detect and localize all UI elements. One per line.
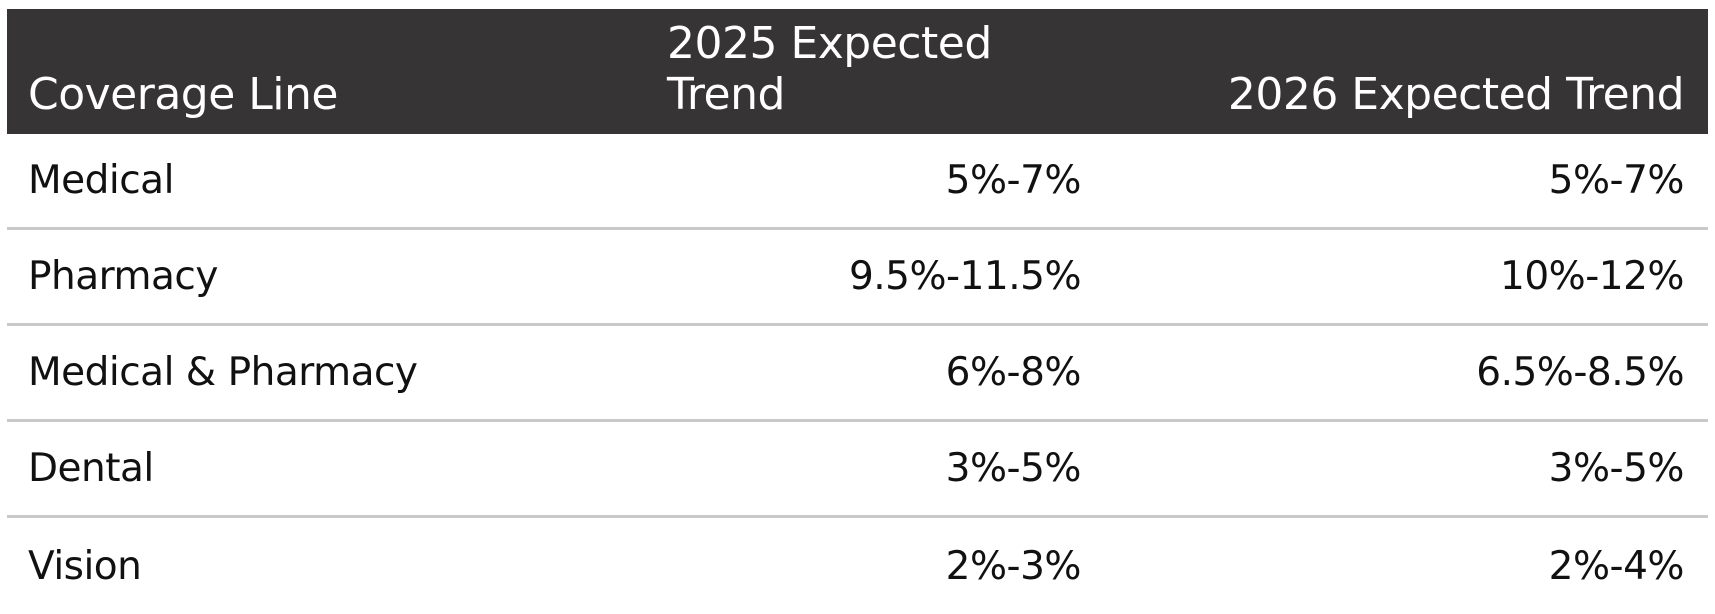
trend-2026-cell: 5%-7% <box>1548 158 1685 203</box>
trend-2026-cell: 10%-12% <box>1500 254 1684 299</box>
trend-2025-cell: 5%-7% <box>945 158 1082 203</box>
expected-trend-table: Coverage Line 2025 Expected Trend 2026 E… <box>7 9 1708 614</box>
coverage-line-cell: Vision <box>28 543 142 589</box>
header-coverage-line: Coverage Line <box>28 69 339 120</box>
header-2026-expected-trend: 2026 Expected Trend <box>1227 69 1685 120</box>
table-header-row: Coverage Line 2025 Expected Trend 2026 E… <box>7 9 1708 134</box>
trend-2026-cell: 2%-4% <box>1548 543 1685 589</box>
coverage-line-cell: Medical <box>28 158 174 203</box>
coverage-line-cell: Dental <box>28 446 154 491</box>
trend-2026-cell: 3%-5% <box>1548 446 1685 491</box>
table-row: Medical 5%-7% 5%-7% <box>7 134 1708 230</box>
trend-2025-cell: 3%-5% <box>945 446 1082 491</box>
trend-2025-cell: 9.5%-11.5% <box>848 254 1082 299</box>
trend-2026-cell: 6.5%-8.5% <box>1476 350 1684 395</box>
table-row: Dental 3%-5% 3%-5% <box>7 422 1708 518</box>
table-row: Medical & Pharmacy 6%-8% 6.5%-8.5% <box>7 326 1708 422</box>
coverage-line-cell: Pharmacy <box>28 254 218 299</box>
trend-2025-cell: 6%-8% <box>945 350 1082 395</box>
table-row: Pharmacy 9.5%-11.5% 10%-12% <box>7 230 1708 326</box>
coverage-line-cell: Medical & Pharmacy <box>28 350 418 395</box>
table-row: Vision 2%-3% 2%-4% <box>7 518 1708 614</box>
header-2025-expected-trend: 2025 Expected Trend <box>667 18 992 120</box>
trend-2025-cell: 2%-3% <box>945 543 1082 589</box>
